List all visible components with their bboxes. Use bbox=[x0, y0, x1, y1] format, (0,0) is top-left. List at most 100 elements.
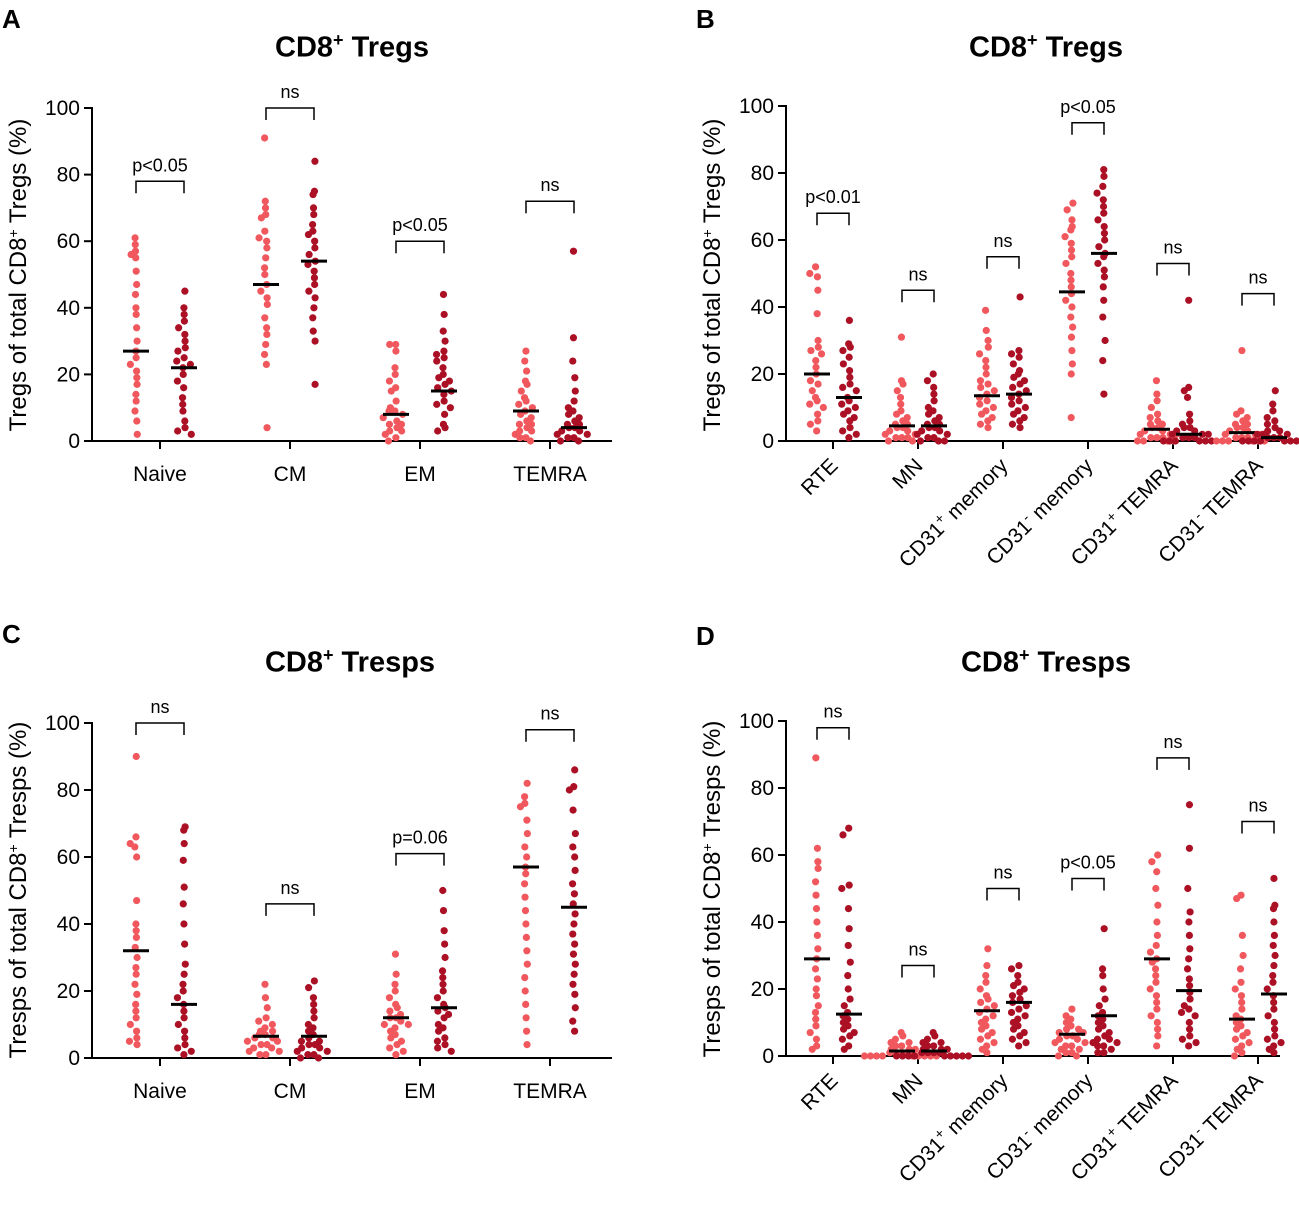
data-point-group2 bbox=[840, 1002, 848, 1010]
significance-bracket bbox=[1156, 757, 1190, 770]
panel-label-a: A bbox=[2, 4, 21, 34]
significance-label: ns bbox=[993, 863, 1012, 883]
x-tick-label-part: MN bbox=[888, 454, 927, 493]
data-point-group1 bbox=[1153, 434, 1161, 442]
data-point-group2 bbox=[1007, 1008, 1016, 1017]
data-point-group2 bbox=[296, 1054, 305, 1062]
y-tick-label: 40 bbox=[57, 913, 80, 936]
data-point-group2 bbox=[1100, 229, 1109, 237]
data-point-group1 bbox=[983, 397, 991, 405]
data-point-group1 bbox=[806, 1028, 814, 1037]
data-point-group2 bbox=[440, 1014, 448, 1022]
x-tick-label-part: memory bbox=[939, 454, 1013, 528]
x-tick-label-part: memory bbox=[1024, 1069, 1098, 1143]
data-point-group2 bbox=[179, 980, 187, 988]
data-point-group1 bbox=[812, 1015, 820, 1023]
data-point-group1 bbox=[268, 1044, 276, 1052]
data-point-group2 bbox=[943, 430, 951, 438]
data-point-group1 bbox=[132, 752, 140, 761]
data-point-group1 bbox=[1067, 370, 1075, 378]
data-point-group2 bbox=[910, 1052, 919, 1060]
data-point-group1 bbox=[1068, 253, 1076, 261]
significance-label: p<0.05 bbox=[132, 155, 188, 175]
data-point-group2 bbox=[293, 1047, 301, 1055]
data-point-group1 bbox=[812, 905, 821, 913]
data-point-group1 bbox=[812, 985, 820, 993]
y-tick-label: 60 bbox=[751, 229, 774, 252]
data-point-group1 bbox=[261, 270, 269, 279]
data-point-group2 bbox=[179, 856, 187, 864]
data-point-group1 bbox=[1148, 958, 1156, 966]
data-point-group2 bbox=[1185, 1018, 1193, 1027]
x-tick-label: RTE bbox=[797, 454, 843, 500]
data-point-group2 bbox=[571, 387, 579, 395]
data-point-group2 bbox=[173, 377, 182, 385]
data-point-group2 bbox=[181, 960, 189, 968]
data-point-group1 bbox=[908, 437, 917, 445]
data-point-group2 bbox=[309, 994, 318, 1002]
data-point-group2 bbox=[1113, 1039, 1121, 1047]
data-point-group2 bbox=[1195, 437, 1204, 445]
y-axis-title-part: Tresps (%) bbox=[5, 722, 32, 845]
data-point-group1 bbox=[263, 330, 271, 339]
data-point-group1 bbox=[391, 364, 399, 372]
data-point-group2 bbox=[839, 383, 847, 391]
data-point-group1 bbox=[132, 310, 140, 319]
significance-label: ns bbox=[1163, 237, 1182, 257]
data-point-group1 bbox=[132, 304, 140, 312]
data-point-group2 bbox=[1007, 350, 1016, 358]
data-point-group1 bbox=[528, 427, 536, 435]
data-point-group1 bbox=[131, 843, 139, 851]
data-point-group1 bbox=[1154, 1032, 1162, 1040]
data-point-group1 bbox=[984, 945, 992, 953]
data-point-group1 bbox=[398, 427, 406, 435]
data-point-group2 bbox=[439, 907, 448, 915]
data-point-group2 bbox=[1180, 387, 1188, 395]
data-point-group1 bbox=[262, 340, 270, 349]
data-point-group1 bbox=[522, 870, 530, 878]
data-point-group2 bbox=[181, 417, 189, 425]
data-point-group2 bbox=[441, 1034, 449, 1042]
data-point-group1 bbox=[814, 864, 822, 872]
data-point-group1 bbox=[806, 377, 815, 385]
data-point-group2 bbox=[930, 397, 938, 405]
data-point-group2 bbox=[1270, 1049, 1278, 1057]
data-point-group2 bbox=[1094, 1025, 1103, 1033]
data-point-group1 bbox=[133, 896, 141, 905]
data-point-group1 bbox=[1136, 430, 1144, 438]
data-point-group2 bbox=[432, 350, 441, 359]
data-point-group2 bbox=[569, 980, 577, 988]
y-tick-label: 100 bbox=[739, 95, 774, 118]
data-point-group2 bbox=[439, 364, 447, 372]
y-axis-title-sup: + bbox=[5, 844, 21, 852]
x-tick-label-part: memory bbox=[1024, 454, 1098, 528]
x-tick-label: Naive bbox=[133, 463, 187, 486]
data-point-group1 bbox=[1146, 985, 1154, 993]
data-point-group2 bbox=[844, 972, 852, 980]
data-point-group1 bbox=[984, 424, 992, 432]
data-point-group1 bbox=[263, 244, 271, 252]
data-point-group2 bbox=[180, 840, 188, 848]
data-point-group1 bbox=[1236, 965, 1245, 973]
data-point-group1 bbox=[273, 1037, 282, 1045]
data-point-group2 bbox=[1100, 253, 1108, 261]
data-point-group1 bbox=[1238, 346, 1246, 355]
data-point-group1 bbox=[1148, 858, 1156, 866]
data-point-group2 bbox=[1271, 417, 1279, 425]
data-point-group1 bbox=[982, 978, 990, 986]
significance-bracket bbox=[1241, 820, 1275, 834]
data-point-group1 bbox=[812, 754, 820, 762]
data-point-group2 bbox=[304, 260, 312, 269]
x-tick-label-part: MN bbox=[888, 1069, 927, 1108]
data-point-group2 bbox=[173, 994, 182, 1002]
data-point-group1 bbox=[977, 410, 986, 418]
panel-b: B CD8+ Tregs Tregs of total CD8+ Tregs (… bbox=[650, 0, 1299, 607]
data-point-group2 bbox=[946, 1052, 955, 1060]
data-point-group2 bbox=[1183, 965, 1192, 973]
significance-bracket bbox=[816, 212, 850, 226]
data-point-group2 bbox=[1100, 266, 1108, 274]
data-point-group1 bbox=[1153, 1025, 1162, 1033]
data-point-group2 bbox=[1184, 884, 1192, 893]
data-point-group1 bbox=[984, 1032, 992, 1040]
data-point-group1 bbox=[812, 1022, 820, 1030]
